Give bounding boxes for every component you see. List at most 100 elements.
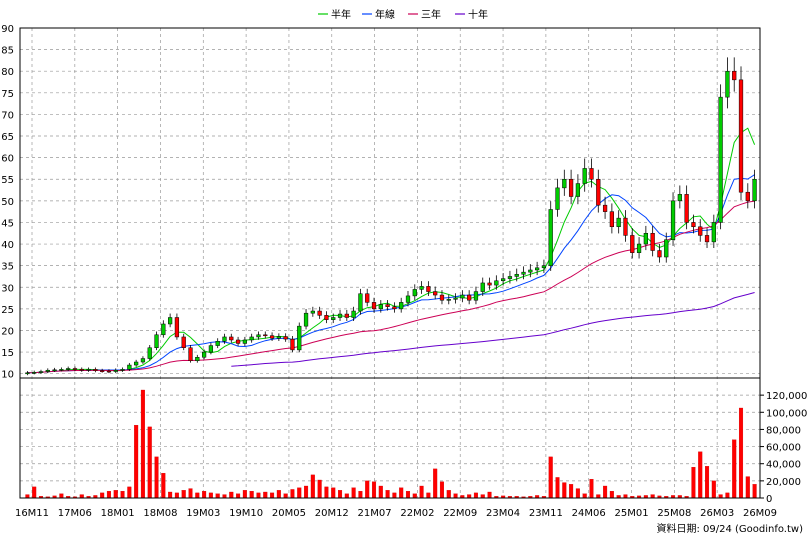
candle-body <box>718 96 723 223</box>
volume-bar <box>371 481 377 499</box>
candle-body <box>596 178 601 206</box>
volume-bar <box>106 490 111 499</box>
candle-body <box>446 299 451 301</box>
volume-panel-frame <box>19 377 761 499</box>
candle-body <box>38 371 44 373</box>
price-tick-label: 25 <box>1 305 14 316</box>
candle-body <box>52 369 57 372</box>
candle-body <box>195 357 200 361</box>
x-tick-label: 25M01 <box>614 508 648 519</box>
volume-tick-label: 120,000 <box>766 391 807 402</box>
candle-body <box>269 335 275 339</box>
volume-bar <box>256 492 261 499</box>
legend-year: 年線 <box>375 8 395 21</box>
volume-bar <box>310 474 315 499</box>
candle-body <box>582 168 587 184</box>
candle-body <box>575 183 581 197</box>
candle-body <box>276 336 281 339</box>
price-axis-labels: 10 15 20 25 30 35 40 45 50 55 60 65 70 75 80 85 90 <box>1 24 14 381</box>
candle-body <box>168 317 173 325</box>
candle-body <box>140 358 146 363</box>
volume-bar <box>276 490 281 499</box>
candle-body <box>154 334 159 349</box>
volume-bar <box>582 493 587 499</box>
volume-bar <box>453 493 458 499</box>
volume-bar <box>433 468 438 499</box>
volume-bar <box>202 490 207 499</box>
candle-body <box>324 315 329 320</box>
volume-bars <box>25 389 757 499</box>
volume-bar <box>181 490 186 499</box>
price-tick-label: 20 <box>1 326 14 337</box>
price-panel-frame <box>19 27 761 379</box>
candle-body <box>331 317 336 320</box>
volume-tick-label: 60,000 <box>766 443 801 454</box>
candle-body <box>229 336 234 341</box>
price-grid <box>20 27 761 498</box>
x-tick-label: 19M03 <box>186 508 220 519</box>
candle-body <box>378 304 383 310</box>
candle-body <box>473 291 479 301</box>
volume-bar <box>344 493 349 499</box>
candle-body <box>419 286 424 290</box>
candle-body <box>79 369 84 371</box>
volume-bar <box>487 491 492 499</box>
volume-bar <box>229 491 234 499</box>
x-tick-label: 23M04 <box>486 508 520 519</box>
volume-tick-label: 0 <box>766 494 772 505</box>
candle-body <box>405 295 411 303</box>
volume-bar <box>603 485 608 499</box>
price-tick-label: 75 <box>1 89 14 100</box>
x-tick-label: 21M07 <box>358 508 392 519</box>
volume-bar <box>691 466 696 499</box>
candle-body <box>120 369 125 371</box>
candle-body <box>106 370 112 373</box>
legend-ten-year: 十年 <box>468 8 488 21</box>
candle-body <box>555 187 560 210</box>
volume-bar <box>480 494 485 499</box>
volume-bar <box>113 490 118 499</box>
candle-body <box>134 361 139 366</box>
candle-body <box>609 211 614 228</box>
candle-body <box>487 282 492 286</box>
volume-bar <box>25 494 30 499</box>
volume-bar <box>718 494 723 499</box>
volume-bar <box>711 480 716 499</box>
volume-bar <box>147 426 152 499</box>
candle-body <box>208 345 214 353</box>
candle-body <box>623 217 628 236</box>
candle-body <box>664 239 669 258</box>
candle-body <box>745 191 750 202</box>
candle-body <box>93 369 98 371</box>
volume-tick-label: 80,000 <box>766 425 801 436</box>
candle-body <box>426 286 431 292</box>
candle-body <box>188 347 193 361</box>
candle-body <box>467 294 472 301</box>
candle-body <box>698 226 703 236</box>
volume-bar <box>358 490 363 499</box>
volume-bar <box>120 490 125 499</box>
volume-bar <box>596 494 601 499</box>
volume-bar <box>351 487 356 499</box>
volume-tick-label: 100,000 <box>766 408 807 419</box>
candle-body <box>528 269 533 273</box>
x-tick-label: 24M06 <box>572 508 606 519</box>
candle-body <box>72 368 78 370</box>
candle-body <box>100 370 105 372</box>
candle-body <box>337 313 343 318</box>
x-tick-label: 26M03 <box>700 508 734 519</box>
volume-bar <box>426 492 431 499</box>
x-tick-label: 19M10 <box>229 508 263 519</box>
price-tick-label: 90 <box>1 24 14 35</box>
candle-body <box>365 293 370 303</box>
candle-body <box>392 306 397 310</box>
legend-three-year: 三年 <box>421 8 441 21</box>
volume-bar <box>283 493 288 499</box>
candle-body <box>691 222 696 228</box>
candle-body <box>738 79 744 193</box>
volume-bar <box>365 480 370 499</box>
volume-bar <box>562 482 567 499</box>
volume-tick-label: 40,000 <box>766 460 801 471</box>
volume-bar <box>473 492 478 499</box>
